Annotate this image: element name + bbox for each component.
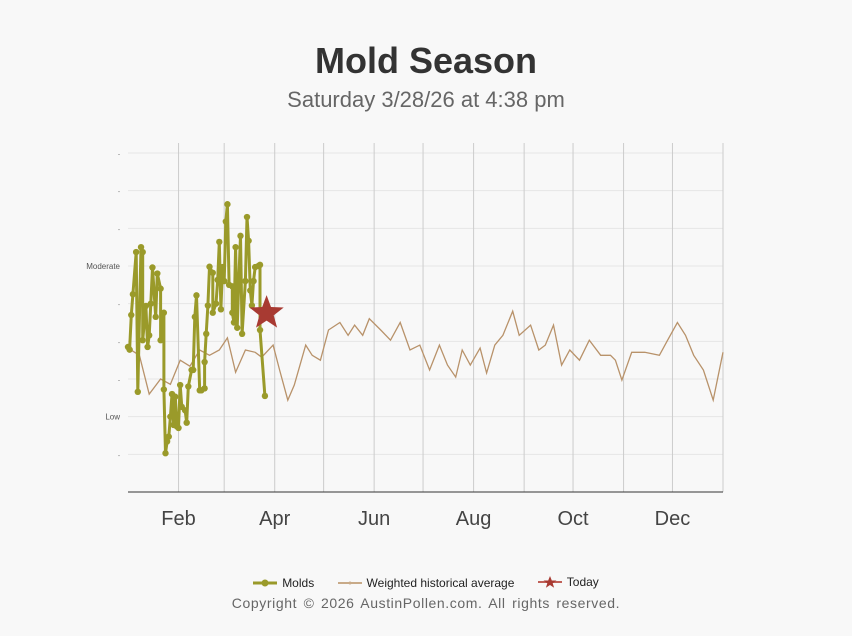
molds-point [203, 330, 210, 337]
molds-point [229, 283, 236, 290]
x-tick-label: Dec [655, 508, 691, 530]
molds-point [224, 201, 231, 208]
molds-point [217, 306, 225, 313]
historical-average-line [127, 309, 724, 403]
x-tick-label: Aug [456, 508, 492, 530]
chart-subtitle: Saturday 3/28/26 at 4:38 pm [287, 87, 565, 112]
molds-point [235, 277, 243, 285]
molds-point [242, 277, 249, 285]
molds-point [245, 237, 252, 244]
x-tick-label: Feb [161, 508, 195, 530]
y-tick-label: Moderate [86, 262, 120, 271]
chart-legend: Molds Weighted historical average Today [0, 575, 852, 591]
y-tick-label: - [118, 378, 120, 384]
molds-point [157, 285, 164, 292]
molds-point [162, 450, 169, 457]
y-tick-label: - [118, 152, 120, 158]
molds-point [152, 313, 159, 321]
molds-point [204, 302, 212, 309]
x-tick-label: Oct [557, 508, 589, 530]
molds-point [214, 276, 221, 284]
molds-point [134, 388, 141, 396]
molds-point [247, 287, 254, 294]
star-legend-icon [537, 576, 562, 588]
legend-item-molds[interactable]: Molds [253, 576, 314, 590]
legend-label-molds: Molds [282, 576, 315, 590]
molds-point [256, 261, 264, 269]
molds-point [232, 243, 239, 251]
molds-point [129, 291, 137, 298]
molds-point [229, 309, 236, 316]
molds-point [139, 337, 146, 344]
x-tick-label: Apr [259, 508, 290, 530]
legend-label-today: Today [566, 575, 599, 589]
molds-point [230, 319, 238, 326]
molds-point [128, 311, 135, 319]
molds-point [237, 232, 244, 240]
molds-point [261, 392, 269, 400]
molds-point [220, 277, 228, 285]
molds-point [147, 300, 155, 307]
molds-point [181, 407, 189, 414]
molds-point [145, 332, 153, 339]
molds-point [176, 381, 184, 389]
molds-point [160, 309, 168, 316]
molds-point [256, 326, 264, 334]
copyright: Copyright © 2026 AustinPollen.com. All r… [231, 595, 621, 611]
y-tick-label: - [118, 303, 120, 309]
molds-point [167, 413, 174, 420]
molds-point [206, 263, 213, 270]
legend-item-today[interactable]: Today [537, 575, 599, 589]
molds-point [191, 313, 199, 321]
molds-point [185, 383, 192, 390]
y-tick-label: - [118, 453, 120, 459]
molds-point [243, 213, 251, 221]
molds-point [222, 218, 230, 225]
molds-point [219, 263, 226, 271]
molds-point [216, 238, 223, 246]
y-tick-label: Low [105, 413, 120, 422]
molds-point [154, 270, 161, 277]
molds-line [126, 202, 267, 455]
molds-point [212, 300, 220, 307]
y-tick-label: - [118, 227, 120, 233]
molds-point [144, 343, 151, 351]
molds-point [201, 385, 208, 392]
molds-point [209, 269, 216, 276]
today-star-marker [249, 295, 284, 328]
molds-point [160, 386, 168, 393]
molds-point [126, 346, 133, 353]
molds-point [163, 438, 171, 445]
molds-point [190, 366, 197, 374]
molds-point [209, 309, 216, 316]
chart-title: Mold Season [314, 40, 538, 81]
molds-point [139, 248, 146, 256]
molds-point [234, 324, 241, 331]
molds-point [193, 292, 200, 299]
molds-point [201, 358, 208, 366]
molds-legend-icon [253, 579, 278, 587]
y-tick-label: - [118, 340, 120, 346]
molds-point [172, 393, 179, 400]
molds-point [175, 424, 182, 432]
legend-label-average: Weighted historical average [366, 576, 515, 590]
average-legend-icon [337, 581, 362, 585]
molds-point [238, 330, 246, 337]
molds-point [183, 419, 190, 426]
molds-point [149, 264, 156, 271]
molds-point [132, 248, 140, 256]
molds-point [137, 243, 145, 251]
molds-point [157, 337, 164, 344]
legend-item-average[interactable]: Weighted historical average [337, 576, 515, 590]
molds-point [250, 277, 257, 285]
y-tick-label: - [118, 190, 120, 196]
x-tick-label: Jun [358, 508, 390, 530]
molds-point [142, 302, 150, 310]
molds-point [165, 433, 172, 440]
molds-point [248, 302, 256, 309]
